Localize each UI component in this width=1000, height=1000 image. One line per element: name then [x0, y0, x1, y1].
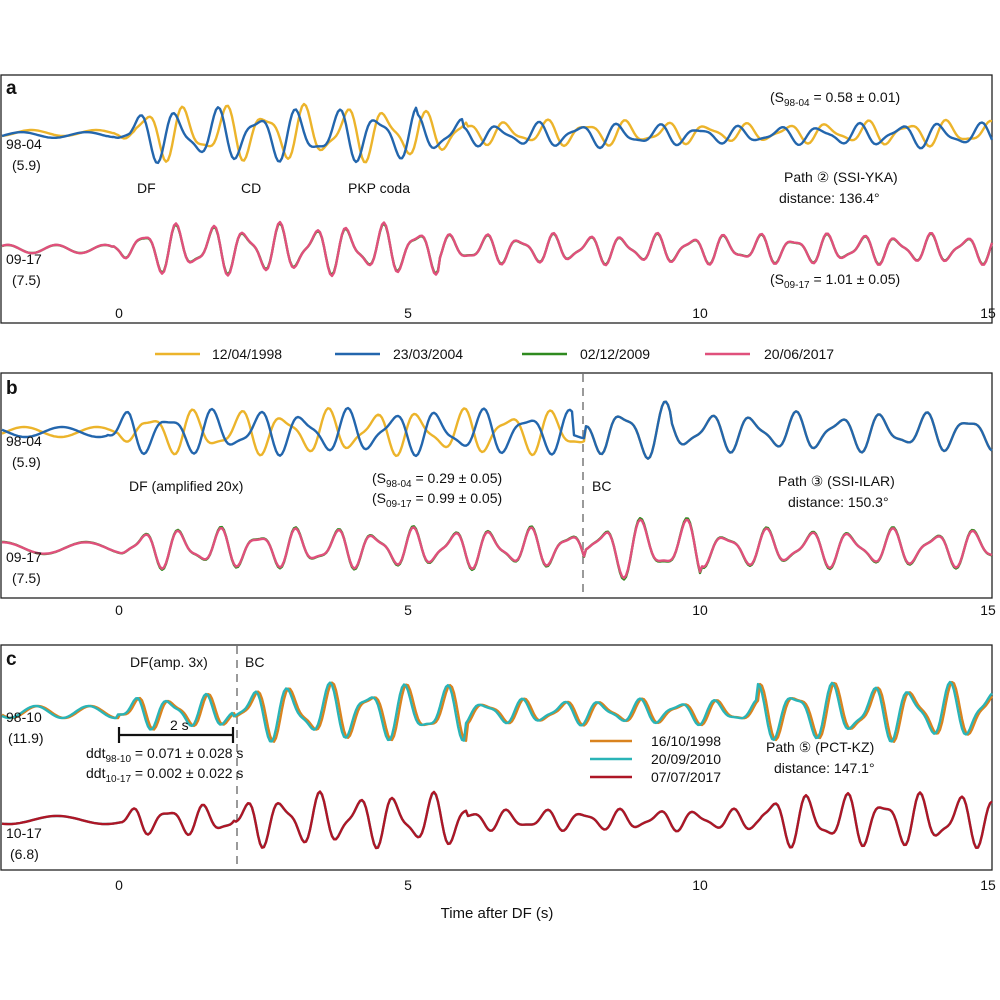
- legend-c-label-2010: 20/09/2010: [651, 751, 721, 767]
- legend-item-1998: 12/04/1998: [155, 346, 282, 362]
- phase-cd-label: CD: [241, 180, 261, 196]
- panel-c-letter: c: [6, 649, 17, 670]
- panel-a: a 98-04 (5.9) 09-17 (7.5) DF CD PKP coda…: [0, 74, 996, 324]
- ddt-98-10: ddt98-10 = 0.071 ± 0.028 s: [86, 745, 243, 765]
- phase-pkp-coda-label: PKP coda: [348, 180, 410, 196]
- df-amplified-label: DF (amplified 20x): [129, 478, 243, 494]
- df-amp-label: DF(amp. 3x): [130, 654, 208, 670]
- trace-a-2017: [1, 220, 994, 278]
- pair-mag-c-bottom: (6.8): [10, 846, 39, 862]
- pair-label-a-top: 98-04: [6, 136, 42, 152]
- x-axis-c: 0 5 10 15: [115, 877, 996, 893]
- panel-a-bottom-traces: [1, 220, 994, 278]
- legend-item-2004: 23/03/2004: [335, 346, 463, 362]
- pair-mag-b-top: (5.9): [12, 454, 41, 470]
- legend-label-1998: 12/04/1998: [212, 346, 282, 362]
- xtick-b-5: 5: [404, 602, 412, 618]
- trace-b-1998: [1, 400, 993, 460]
- xtick-c-15: 15: [980, 877, 996, 893]
- legend-c: 16/10/1998 20/09/2010 07/07/2017: [590, 733, 721, 785]
- s-value-b-top: (S98-04 = 0.29 ± 0.05): [372, 470, 502, 490]
- xtick-b-0: 0: [115, 602, 123, 618]
- distance-label-b: distance: 150.3°: [788, 494, 889, 510]
- legend-item-2009: 02/12/2009: [522, 346, 650, 362]
- trace-b-2017: [2, 518, 993, 580]
- ddt-10-17: ddt10-17 = 0.002 ± 0.022 s: [86, 765, 243, 785]
- trace-a-2004: [1, 106, 994, 165]
- xtick-a-15: 15: [980, 305, 996, 321]
- legend-c-item-2010: 20/09/2010: [590, 751, 721, 767]
- panel-b-bottom-traces: [2, 517, 993, 581]
- xtick-a-10: 10: [692, 305, 708, 321]
- panel-a-frame: [0, 74, 993, 324]
- s-value-a-top: (S98-04 = 0.58 ± 0.01): [770, 89, 900, 109]
- pair-label-c-top: 98-10: [6, 709, 42, 725]
- panel-c-top-traces: [1, 680, 994, 743]
- trace-c-2017: [1, 790, 993, 850]
- bc-label-c: BC: [245, 654, 264, 670]
- trace-b-2009: [2, 517, 993, 581]
- panel-c-bottom-traces: [1, 790, 993, 850]
- xtick-a-0: 0: [115, 305, 123, 321]
- xtick-b-10: 10: [692, 602, 708, 618]
- scale-bar-2s: 2 s: [117, 717, 235, 743]
- pair-label-b-bottom: 09-17: [6, 549, 42, 565]
- legend-c-label-2017: 07/07/2017: [651, 769, 721, 785]
- xtick-c-5: 5: [404, 877, 412, 893]
- legend-item-2017: 20/06/2017: [705, 346, 834, 362]
- trace-c-2010-top: [1, 680, 993, 743]
- panel-b: b 98-04 (5.9) 09-17 (7.5) DF (amplified …: [0, 372, 996, 618]
- legend-c-label-1998: 16/10/1998: [651, 733, 721, 749]
- panel-b-frame: [0, 372, 993, 599]
- trace-b-2004: [1, 400, 993, 460]
- path-label-b: Path ③ (SSI-ILAR): [778, 473, 895, 489]
- x-axis-a: 0 5 10 15: [115, 305, 996, 321]
- pair-mag-b-bottom: (7.5): [12, 570, 41, 586]
- pair-mag-a-bottom: (7.5): [12, 272, 41, 288]
- distance-label-a: distance: 136.4°: [779, 190, 880, 206]
- s-value-b-bottom: (S09-17 = 0.99 ± 0.05): [372, 490, 502, 510]
- scale-bar-label: 2 s: [170, 717, 189, 733]
- path-label-a: Path ② (SSI-YKA): [784, 169, 898, 185]
- phase-df-label: DF: [137, 180, 156, 196]
- legend-c-item-2017: 07/07/2017: [590, 769, 721, 785]
- panel-b-top-traces: [1, 400, 993, 460]
- panel-c-frame: [0, 644, 993, 871]
- distance-label-c: distance: 147.1°: [774, 760, 875, 776]
- s-value-a-bottom: (S09-17 = 1.01 ± 0.05): [770, 271, 900, 291]
- x-axis-title: Time after DF (s): [441, 905, 554, 922]
- legend-c-item-1998: 16/10/1998: [590, 733, 721, 749]
- bc-label-b: BC: [592, 478, 611, 494]
- panel-b-letter: b: [6, 378, 18, 399]
- panel-a-letter: a: [6, 78, 17, 99]
- x-axis-b: 0 5 10 15: [115, 602, 996, 618]
- legend-label-2009: 02/12/2009: [580, 346, 650, 362]
- panel-a-top-traces: [1, 102, 994, 165]
- legend-top: 12/04/1998 23/03/2004 02/12/2009 20/06/2…: [155, 346, 834, 362]
- xtick-c-0: 0: [115, 877, 123, 893]
- xtick-a-5: 5: [404, 305, 412, 321]
- legend-label-2017: 20/06/2017: [764, 346, 834, 362]
- xtick-b-15: 15: [980, 602, 996, 618]
- path-label-c: Path ⑤ (PCT-KZ): [766, 739, 874, 755]
- xtick-c-10: 10: [692, 877, 708, 893]
- pair-label-b-top: 98-04: [6, 433, 42, 449]
- pair-label-c-bottom: 10-17: [6, 825, 42, 841]
- pair-mag-a-top: (5.9): [12, 157, 41, 173]
- pair-mag-c-top: (11.9): [8, 730, 44, 746]
- trace-a-1998: [1, 102, 993, 164]
- panel-c: c DF(amp. 3x) BC 2 s 98-10 (11.9) 10-17 …: [0, 644, 996, 893]
- legend-label-2004: 23/03/2004: [393, 346, 463, 362]
- trace-a-2009: [1, 221, 994, 277]
- pair-label-a-bottom: 09-17: [6, 251, 42, 267]
